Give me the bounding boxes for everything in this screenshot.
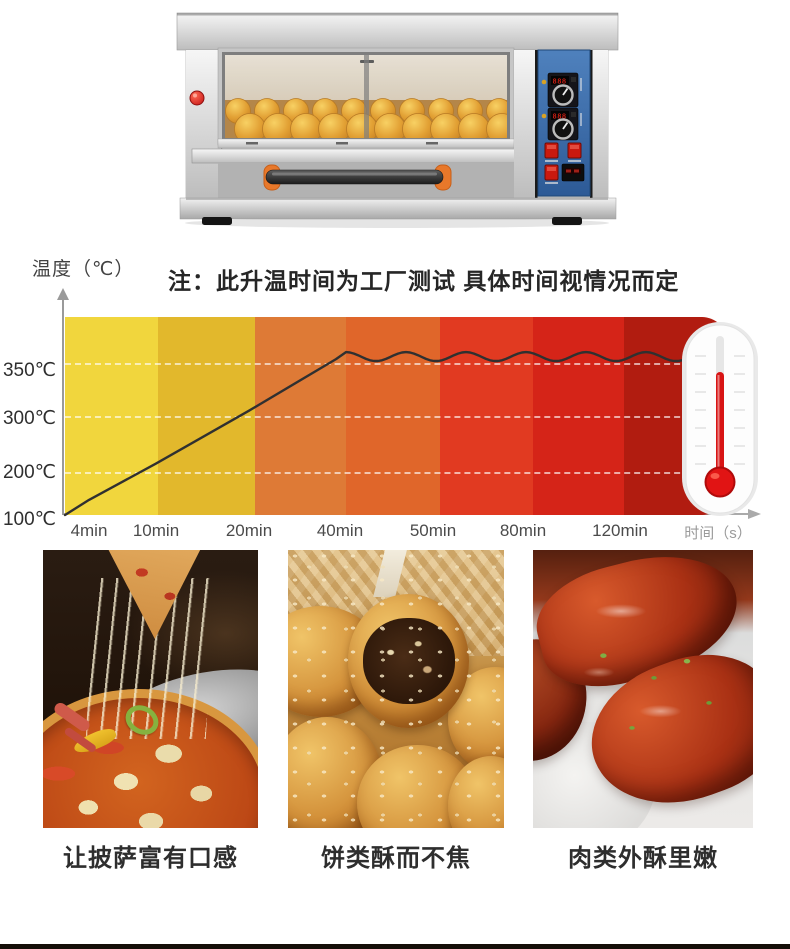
heating-curve [63,350,692,517]
x-tick-4min: 4min [70,521,108,540]
x-axis-label: 时间（s） [684,525,752,542]
control-panel: 888 888 [514,49,608,198]
led-display-lower: 888 [553,113,567,121]
x-tick-40min: 40min [316,521,364,540]
x-tick-80min: 80min [499,521,547,540]
thermometer-icon [682,322,758,516]
y-tick-300: 300℃ [2,408,56,429]
heat-switches[interactable] [544,142,582,162]
y-axis-line [62,299,64,515]
pastry-photo [288,550,504,828]
y-axis-arrow-icon [57,288,69,300]
gridline-200 [65,472,750,474]
window-divider [364,55,369,138]
pizza-photo [43,550,258,828]
gridline-300 [65,416,750,418]
y-tick-350: 350℃ [2,360,56,381]
x-tick-10min: 10min [132,521,180,540]
oven-foot-left [202,217,232,225]
caption-pastry: 饼类酥而不焦 [321,845,471,872]
x-tick-50min: 50min [409,521,457,540]
oven-illustration: 888 888 [176,12,619,228]
oven-foot-right [552,217,582,225]
next-section-edge [0,944,790,949]
y-tick-200: 200℃ [2,462,56,483]
led-display-upper: 888 [553,78,567,86]
temp-controller-lower: 888 [541,107,582,141]
chicken-wings-photo [533,550,753,828]
y-tick-100: 100℃ [2,509,56,530]
oven-door-ledge [191,148,521,164]
x-tick-20min: 20min [225,521,273,540]
scallion-garnish [533,550,753,828]
sesame-seeds [288,550,504,828]
timer-module[interactable] [544,163,585,184]
oven-top-cap [176,12,619,51]
oven-shadow [185,218,609,228]
oven-door-handle [263,164,452,191]
temperature-color-bands [65,317,750,515]
caption-wings: 肉类外酥里嫩 [568,845,718,872]
x-tick-120min: 120min [592,521,648,540]
power-indicator-light [189,90,205,106]
gridline-350 [65,363,750,365]
oven-left-column [186,50,223,198]
oven-sill [217,138,515,149]
chart-note: 注：此升温时间为工厂测试 具体时间视情况而定 [168,268,680,294]
caption-pizza: 让披萨富有口感 [63,845,238,872]
oven-base [179,197,617,225]
temp-controller-upper: 888 [541,72,582,108]
y-axis-label: 温度（℃） [32,259,135,280]
oven-window [217,47,515,146]
x-axis-arrow-icon [748,509,761,519]
